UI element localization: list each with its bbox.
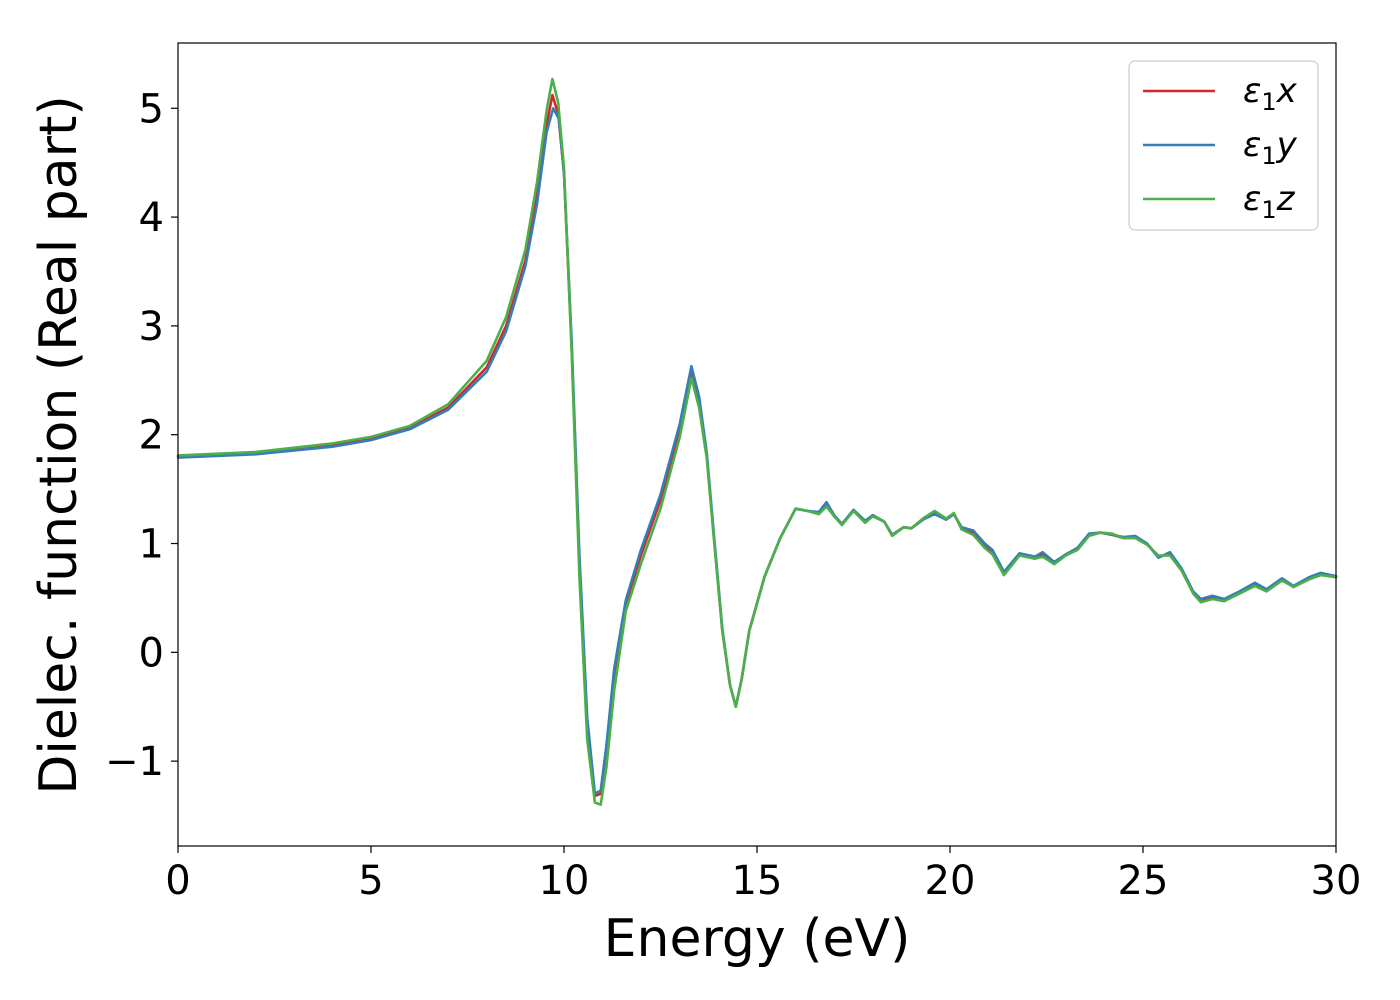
x-tick-label: 20 [925,858,976,904]
legend: ε1x ε1y ε1z [1128,60,1319,231]
y-tick-label: 0 [139,630,164,676]
y-tick-label: 5 [139,86,164,132]
x-axis: 0 5 10 15 20 25 30 [165,846,1361,904]
legend-box [1128,60,1319,231]
legend-label-y: ε1y [1243,125,1298,170]
series-layer [176,77,1338,806]
legend-label-z: ε1z [1243,179,1296,224]
y-axis: −1 0 1 2 3 4 5 [105,86,178,785]
x-tick-label: 25 [1118,858,1169,904]
series-line-z [176,77,1338,806]
y-tick-label: 4 [139,195,164,241]
y-tick-label: −1 [105,739,164,785]
x-tick-label: 5 [358,858,383,904]
x-tick-label: 15 [732,858,783,904]
legend-label-x: ε1x [1243,71,1298,116]
x-tick-label: 10 [539,858,590,904]
y-axis-title: Dielec. function (Real part) [29,95,89,794]
y-tick-label: 2 [139,413,164,459]
x-axis-title: Energy (eV) [604,909,911,969]
x-tick-label: 0 [165,858,190,904]
y-tick-label: 3 [139,304,164,350]
y-tick-label: 1 [139,522,164,568]
x-tick-label: 30 [1311,858,1362,904]
